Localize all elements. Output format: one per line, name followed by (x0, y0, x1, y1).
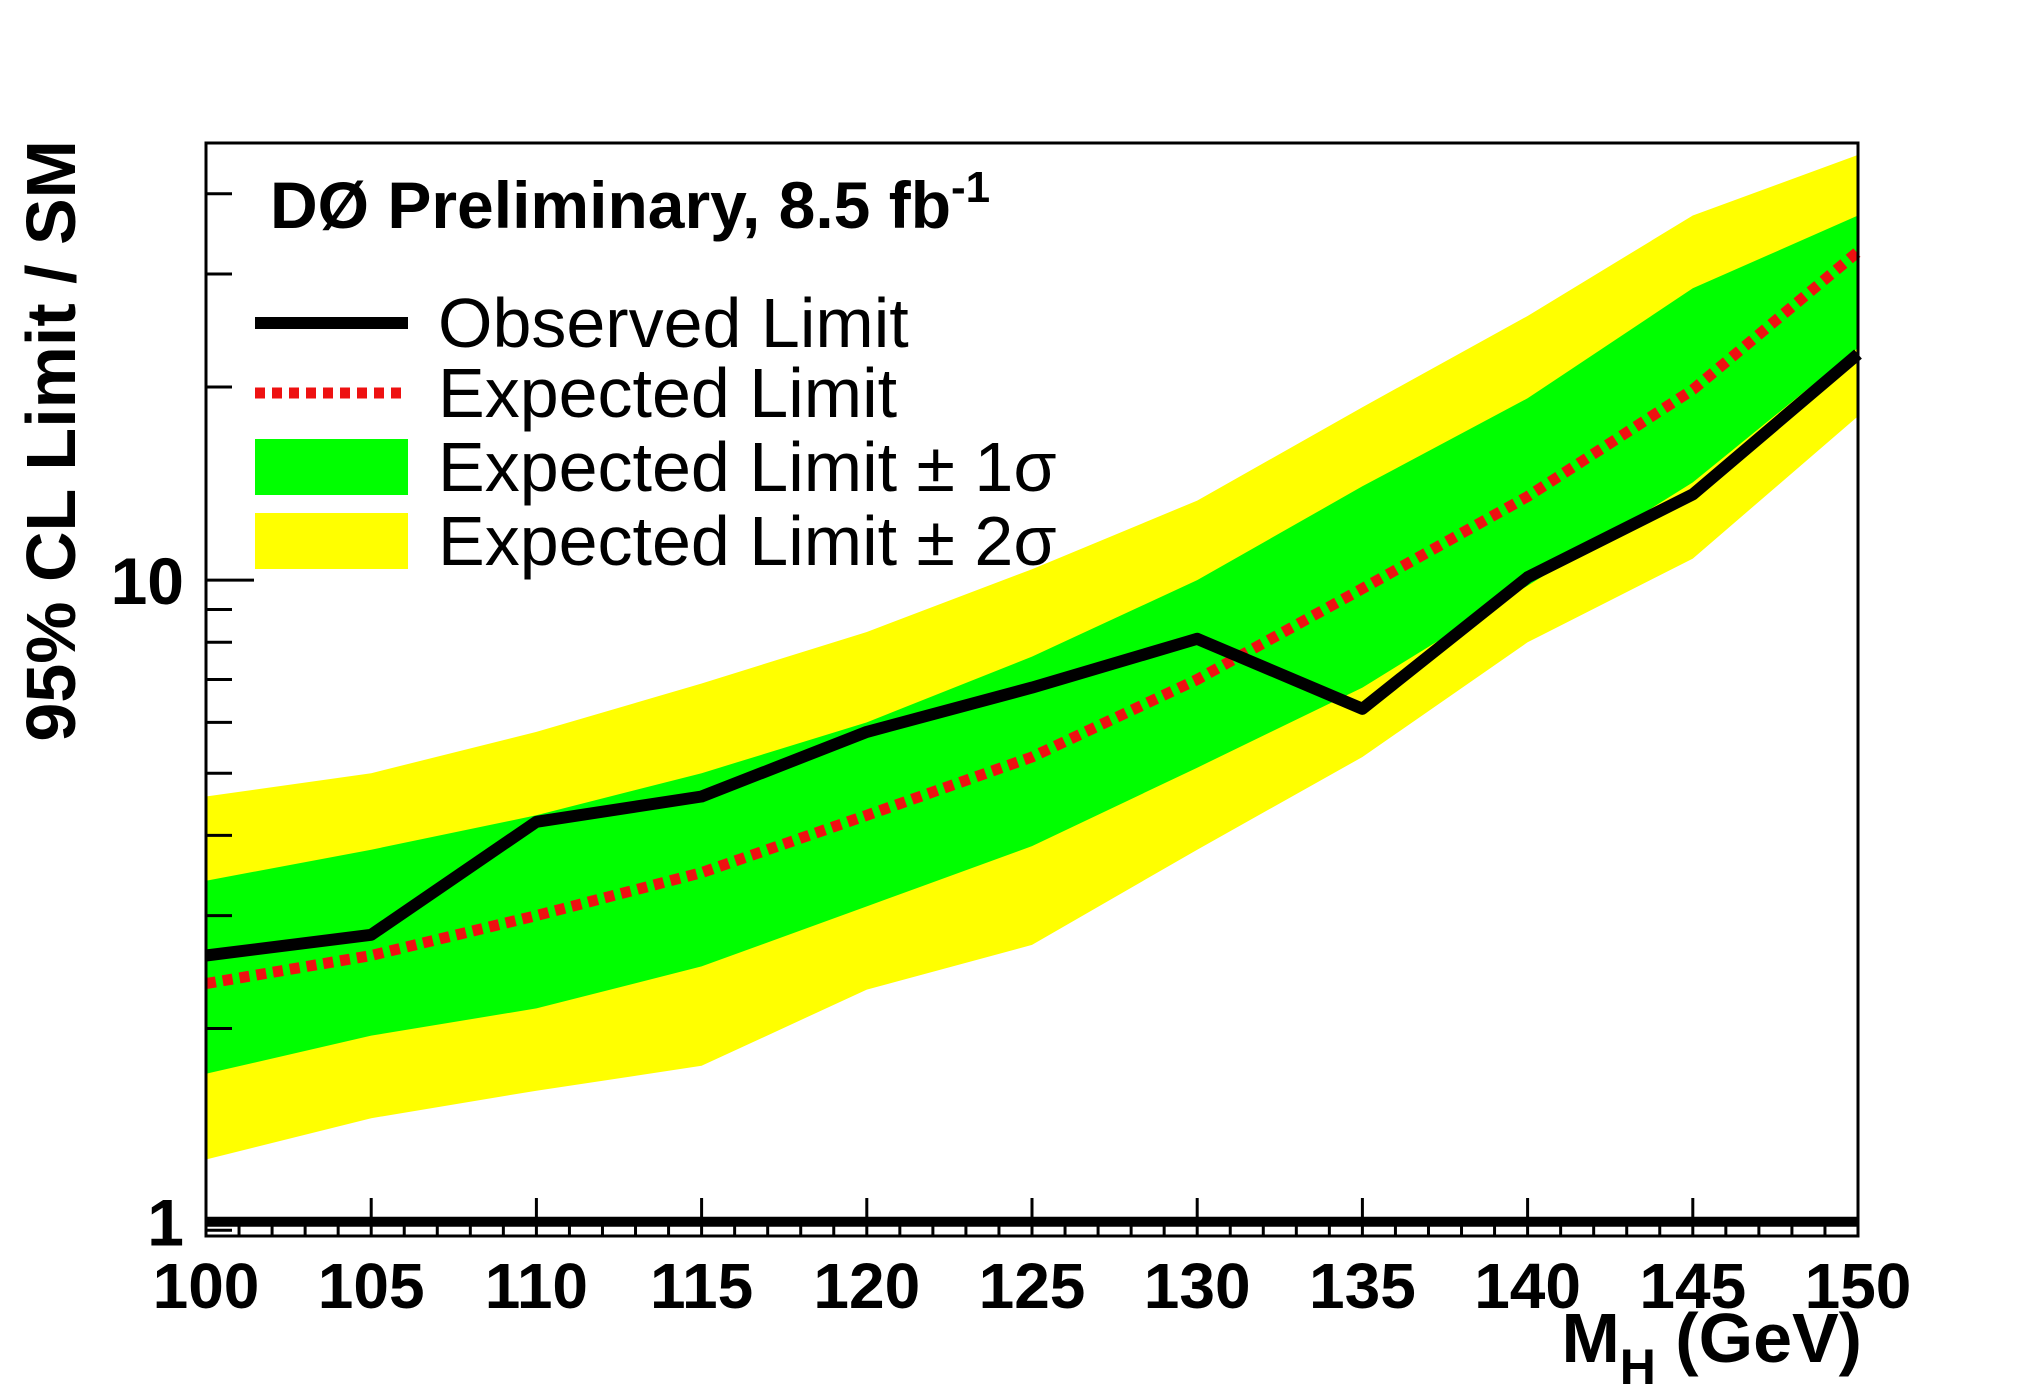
y-tick-label: 1 (147, 1186, 184, 1260)
x-tick-label: 100 (153, 1250, 260, 1322)
series-layer (205, 247, 1862, 990)
legend-label: Observed Limit (438, 284, 909, 362)
legend-swatch-one-sigma (255, 439, 408, 495)
legend-label: Expected Limit (438, 354, 897, 432)
observed-limit-line (205, 349, 1862, 962)
legend-label: Expected Limit ± 1σ (438, 428, 1057, 506)
x-tick-label: 145 (1639, 1250, 1746, 1322)
x-tick-label: 125 (979, 1250, 1086, 1322)
y-tick-label: 10 (111, 544, 184, 618)
legend-label: Expected Limit ± 2σ (438, 502, 1057, 580)
expected-limit-line (205, 247, 1862, 990)
x-tick-label: 130 (1144, 1250, 1251, 1322)
chart-title-superscript: -1 (951, 163, 990, 212)
chart-title-main: DØ Preliminary, 8.5 fb (270, 168, 951, 242)
x-tick-label: 115 (650, 1250, 753, 1322)
x-tick-label: 105 (318, 1250, 425, 1322)
legend-swatch-two-sigma (255, 513, 408, 569)
band-one-sigma (206, 215, 1858, 1074)
x-tick-label: 135 (1309, 1250, 1416, 1322)
x-axis-label: MH (GeV) (1561, 1299, 1862, 1387)
x-axis-label-main: M (1561, 1299, 1619, 1377)
x-tick-label: 140 (1474, 1250, 1581, 1322)
chart-title: DØ Preliminary, 8.5 fb-1 (270, 163, 990, 242)
x-tick-label: 110 (485, 1250, 588, 1322)
y-axis-label: 95% CL Limit / SM (12, 140, 90, 742)
x-axis-label-sub: H (1620, 1339, 1656, 1387)
x-axis-label-unit: (GeV) (1656, 1299, 1862, 1377)
x-tick-label: 150 (1805, 1250, 1912, 1322)
x-tick-label: 120 (813, 1250, 920, 1322)
